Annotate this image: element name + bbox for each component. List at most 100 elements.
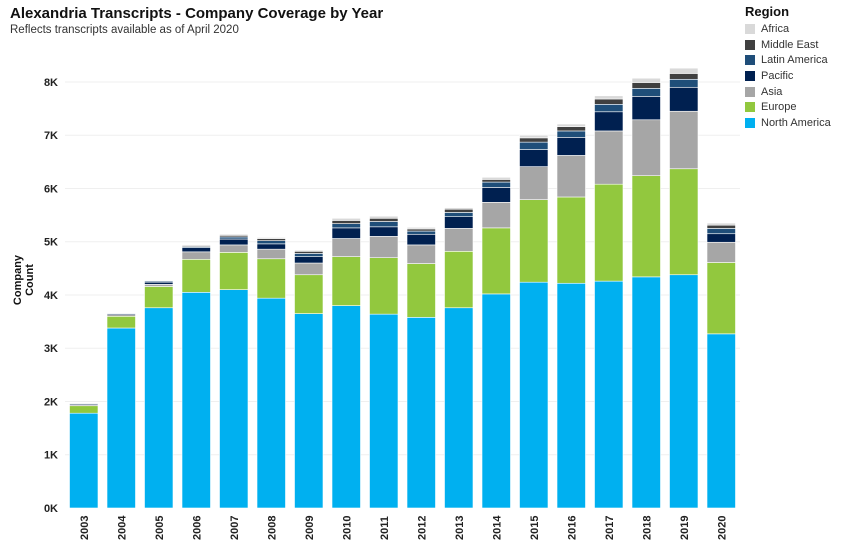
bar-segment-europe-2017 bbox=[594, 183, 624, 282]
bar-segment-north-america-2020 bbox=[706, 333, 736, 509]
bar-segment-middle-east-2015 bbox=[519, 137, 549, 143]
y-tick-label: 1K bbox=[44, 450, 58, 462]
legend-label: Latin America bbox=[761, 54, 828, 67]
x-tick-label: 2019 bbox=[679, 516, 691, 540]
x-tick-label: 2003 bbox=[79, 516, 91, 540]
bar-segment-africa-2019 bbox=[669, 67, 699, 74]
bar-segment-latin-america-2013 bbox=[444, 212, 474, 217]
bar-segment-pacific-2020 bbox=[706, 233, 736, 243]
bar-segment-middle-east-2020 bbox=[706, 224, 736, 229]
bar-segment-latin-america-2010 bbox=[331, 223, 361, 229]
x-tick-label: 2007 bbox=[229, 516, 241, 540]
bar-segment-africa-2020 bbox=[706, 222, 736, 226]
x-tick-label: 2012 bbox=[416, 516, 428, 540]
bar-segment-latin-america-2008 bbox=[256, 240, 286, 245]
bar-segment-europe-2018 bbox=[631, 175, 661, 278]
legend-item: Asia bbox=[745, 84, 831, 100]
bar-segment-africa-2013 bbox=[444, 207, 474, 210]
bar-segment-north-america-2018 bbox=[631, 276, 661, 509]
bar-segment-north-america-2003 bbox=[69, 412, 99, 509]
bar-segment-latin-america-2020 bbox=[706, 228, 736, 235]
bar-segment-europe-2020 bbox=[706, 262, 736, 335]
bar-segment-europe-2014 bbox=[481, 227, 511, 295]
y-axis-ticks: 0K 1K 2K 3K 4K 5K 6K 7K 8K bbox=[44, 77, 58, 515]
bar-segment-europe-2006 bbox=[181, 258, 211, 293]
bar-segment-latin-america-2011 bbox=[369, 221, 399, 228]
bar-segment-asia-2011 bbox=[369, 236, 399, 258]
bar-segment-africa-2011 bbox=[369, 215, 399, 219]
bar-segment-middle-east-2012 bbox=[406, 228, 436, 232]
x-tick-label: 2016 bbox=[566, 516, 578, 540]
x-tick-label: 2010 bbox=[341, 516, 353, 540]
legend-swatch bbox=[745, 55, 755, 66]
x-tick-label: 2006 bbox=[191, 516, 203, 540]
bar-segment-pacific-2011 bbox=[369, 226, 399, 237]
bar-segment-latin-america-2007 bbox=[219, 236, 249, 240]
bar-segment-europe-2007 bbox=[219, 252, 249, 290]
bar-segment-north-america-2009 bbox=[294, 313, 324, 509]
bar-segment-asia-2019 bbox=[669, 110, 699, 170]
legend-item: Latin America bbox=[745, 52, 831, 68]
x-tick-label: 2004 bbox=[116, 515, 128, 540]
legend-label: Asia bbox=[761, 85, 783, 98]
bar-segment-africa-2007 bbox=[219, 233, 249, 236]
bar-segment-latin-america-2016 bbox=[556, 130, 586, 138]
bar-segment-pacific-2012 bbox=[406, 233, 436, 246]
y-tick-label: 8K bbox=[44, 77, 58, 89]
legend-label: Europe bbox=[761, 101, 797, 114]
bar-segment-europe-2008 bbox=[256, 258, 286, 299]
bar-segment-asia-2008 bbox=[256, 248, 286, 260]
legend-label: Pacific bbox=[761, 69, 794, 82]
x-tick-label: 2008 bbox=[266, 516, 278, 540]
bar-segment-africa-2005 bbox=[144, 279, 174, 281]
y-tick-label: 3K bbox=[44, 343, 58, 355]
bar-segment-middle-east-2016 bbox=[556, 126, 586, 132]
legend: Africa Middle East Latin America Pacific Asi… bbox=[745, 21, 831, 131]
x-tick-label: 2013 bbox=[454, 516, 466, 540]
y-tick-label: 0K bbox=[44, 503, 58, 515]
bar-segment-africa-2014 bbox=[481, 176, 511, 180]
bar-segment-pacific-2006 bbox=[181, 247, 211, 253]
legend-label: North America bbox=[761, 116, 831, 129]
bar-segment-asia-2012 bbox=[406, 244, 436, 264]
chart-subtitle: Reflects transcripts available as of Apr… bbox=[10, 24, 239, 36]
chart-title: Alexandria Transcripts - Company Coverag… bbox=[10, 5, 384, 22]
x-tick-label: 2020 bbox=[716, 516, 728, 540]
legend-swatch bbox=[745, 39, 755, 50]
bar-segment-pacific-2016 bbox=[556, 137, 586, 156]
bar-segment-europe-2019 bbox=[669, 168, 699, 276]
legend-label: Africa bbox=[761, 22, 790, 35]
y-tick-label: 2K bbox=[44, 396, 58, 408]
bar-segment-africa-2017 bbox=[594, 95, 624, 100]
bar-segment-asia-2010 bbox=[331, 238, 361, 257]
y-tick-label: 6K bbox=[44, 183, 58, 195]
legend-swatch bbox=[745, 23, 755, 34]
bar-segment-pacific-2005 bbox=[144, 281, 174, 285]
x-axis-ticks: 2003 2004 2005 2006 2007 2008 2009 2010 2011 2012… bbox=[79, 515, 729, 540]
bar-segment-europe-2004 bbox=[106, 315, 136, 329]
bar-segment-africa-2012 bbox=[406, 227, 436, 230]
bar-segment-europe-2009 bbox=[294, 274, 324, 314]
bar-segment-asia-2014 bbox=[481, 202, 511, 229]
bar-segment-middle-east-2017 bbox=[594, 98, 624, 105]
bar-segment-north-america-2004 bbox=[106, 327, 136, 509]
y-tick-label: 4K bbox=[44, 290, 58, 302]
bar-segment-asia-2009 bbox=[294, 262, 324, 276]
bar-segment-europe-2012 bbox=[406, 263, 436, 318]
bar-segment-pacific-2014 bbox=[481, 187, 511, 203]
bar-segment-north-america-2013 bbox=[444, 307, 474, 509]
bar-segment-latin-america-2019 bbox=[669, 78, 699, 88]
bar-segment-africa-2010 bbox=[331, 217, 361, 221]
bar-segment-africa-2006 bbox=[181, 244, 211, 246]
bar-segment-latin-america-2018 bbox=[631, 88, 661, 97]
bar-segment-north-america-2008 bbox=[256, 297, 286, 509]
bar-segment-latin-america-2009 bbox=[294, 253, 324, 257]
legend-swatch bbox=[745, 70, 755, 81]
bar-segment-asia-2020 bbox=[706, 241, 736, 263]
x-tick-label: 2009 bbox=[304, 516, 316, 540]
y-tick-label: 5K bbox=[44, 237, 58, 249]
bar-segment-pacific-2010 bbox=[331, 227, 361, 239]
legend-item: Pacific bbox=[745, 68, 831, 84]
bar-segment-north-america-2007 bbox=[219, 289, 249, 509]
x-tick-label: 2017 bbox=[604, 516, 616, 540]
